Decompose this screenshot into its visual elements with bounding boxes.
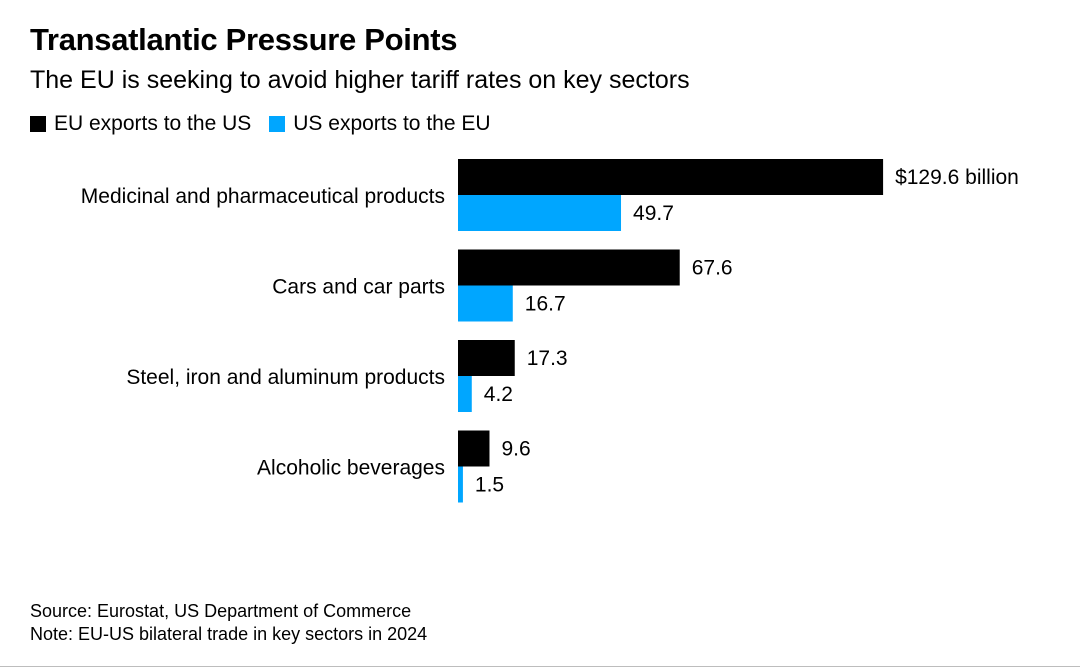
- legend-item-eu-exports: EU exports to the US: [30, 112, 251, 136]
- legend-item-us-exports: US exports to the EU: [269, 112, 491, 136]
- value-label-eu-steel-iron-and-aluminum-products: 17.3: [527, 347, 568, 370]
- legend-swatch-eu: [30, 116, 46, 132]
- legend: EU exports to the US US exports to the E…: [30, 112, 509, 136]
- bar-eu-alcoholic-beverages: [458, 430, 490, 467]
- bar-eu-medicinal-and-pharmaceutical-products: [458, 159, 884, 195]
- category-label-medicinal-and-pharmaceutical-products: Medicinal and pharmaceutical products: [81, 185, 445, 208]
- legend-label-eu: EU exports to the US: [54, 112, 252, 135]
- value-label-eu-cars-and-car-parts: 67.6: [692, 257, 733, 280]
- source-note: Source: Eurostat, US Department of Comme…: [30, 601, 412, 621]
- chart-subtitle: The EU is seeking to avoid higher tariff…: [30, 66, 690, 94]
- footer: Source: Eurostat, US Department of Comme…: [30, 600, 427, 646]
- value-label-us-cars-and-car-parts: 16.7: [525, 293, 566, 316]
- category-label-alcoholic-beverages: Alcoholic beverages: [257, 457, 445, 480]
- bar-us-medicinal-and-pharmaceutical-products: [458, 195, 622, 231]
- value-label-us-alcoholic-beverages: 1.5: [475, 474, 504, 497]
- value-label-us-steel-iron-and-aluminum-products: 4.2: [484, 383, 513, 406]
- bar-us-alcoholic-beverages: [458, 466, 463, 503]
- category-label-steel-iron-and-aluminum-products: Steel, iron and aluminum products: [126, 366, 445, 389]
- bar-eu-steel-iron-and-aluminum-products: [458, 340, 515, 376]
- bar-chart: Medicinal and pharmaceutical products $12…: [81, 159, 1019, 503]
- value-label-eu-medicinal-and-pharmaceutical-products: $129.6 billion: [895, 166, 1019, 189]
- legend-swatch-us: [269, 116, 286, 132]
- bar-eu-cars-and-car-parts: [458, 249, 680, 286]
- bar-us-cars-and-car-parts: [458, 285, 513, 322]
- legend-label-us: US exports to the EU: [293, 112, 491, 135]
- value-label-us-medicinal-and-pharmaceutical-products: 49.7: [633, 202, 674, 225]
- category-label-cars-and-car-parts: Cars and car parts: [272, 276, 445, 299]
- chart-title: Transatlantic Pressure Points: [30, 22, 458, 57]
- bar-us-steel-iron-and-aluminum-products: [458, 376, 472, 412]
- bottom-divider: [0, 666, 1080, 667]
- value-label-eu-alcoholic-beverages: 9.6: [501, 438, 530, 461]
- footnote: Note: EU-US bilateral trade in key secto…: [30, 624, 428, 644]
